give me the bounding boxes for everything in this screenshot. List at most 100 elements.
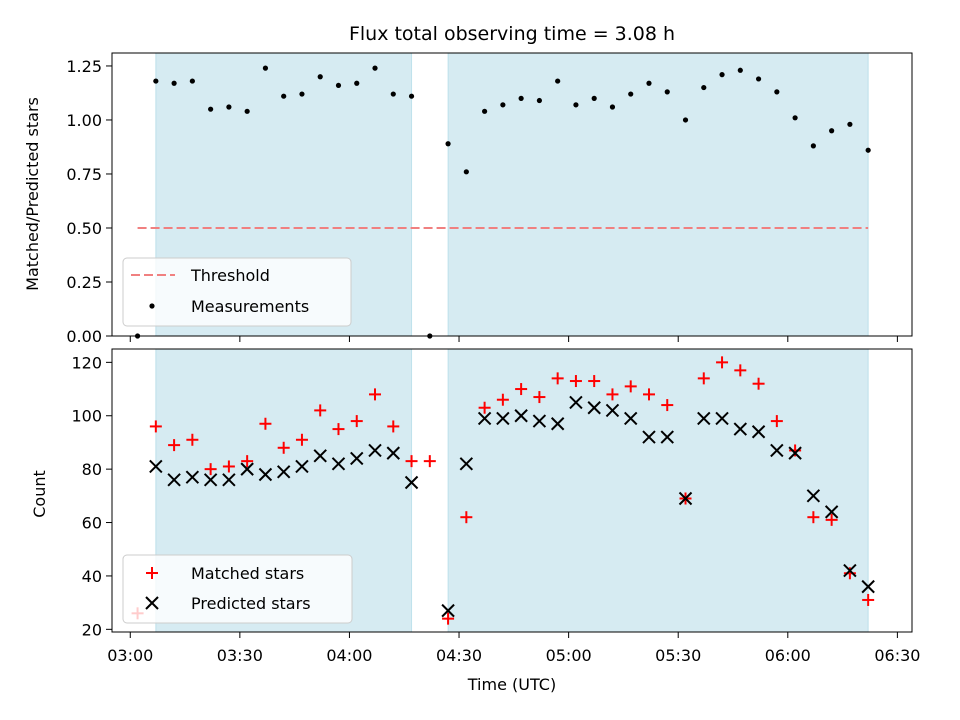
measurement-points <box>134 65 871 339</box>
matched-star-point <box>460 511 473 524</box>
measurement-point <box>518 95 524 101</box>
measurement-point <box>500 102 506 108</box>
y-tick-label: 0.00 <box>66 327 102 346</box>
matched-star-point <box>606 388 619 401</box>
measurement-point <box>573 102 579 108</box>
x-tick-label: 03:30 <box>217 646 263 665</box>
matched-star-point <box>642 388 655 401</box>
measurement-point <box>226 104 232 110</box>
measurement-point <box>810 143 816 149</box>
matched-star-point <box>168 439 181 452</box>
measurement-point <box>445 141 451 147</box>
matched-star-point <box>752 377 765 390</box>
bottom-legend-box <box>122 554 353 624</box>
y-tick-label: 0.25 <box>66 273 102 292</box>
predicted-star-point <box>843 563 857 578</box>
predicted-star-point <box>313 449 327 463</box>
matched-star-point <box>697 372 710 385</box>
predicted-star-point <box>678 491 693 506</box>
predicted-star-point <box>331 457 346 471</box>
shaded-span <box>447 52 869 337</box>
measurement-point <box>408 93 415 99</box>
matched-star-point <box>332 423 345 436</box>
predicted-star-point <box>240 462 254 476</box>
matched-star-point <box>277 441 290 454</box>
matched-star-point <box>204 463 217 476</box>
x-tick-label: 06:00 <box>765 646 811 665</box>
measurement-point <box>646 80 652 86</box>
predicted-star-point <box>806 489 821 503</box>
measurement-point <box>244 108 250 114</box>
measurement-point <box>482 108 488 114</box>
predicted-star-point <box>697 411 711 426</box>
matched-star-point <box>405 455 418 468</box>
matched-star-point <box>222 460 235 473</box>
bottom-y-ticks: 20 40 60 80 100 120 <box>71 353 112 639</box>
y-tick-label: 20 <box>82 620 102 639</box>
top-y-axis-label: Matched/Predicted stars <box>23 97 42 291</box>
measurement-point <box>555 78 561 84</box>
bottom-legend: Matched stars Predicted stars <box>122 554 353 624</box>
measurement-point <box>208 106 214 112</box>
y-tick-label: 40 <box>82 567 102 586</box>
x-tick-label: 05:00 <box>546 646 592 665</box>
chart-title: Flux total observing time = 3.08 h <box>349 23 675 45</box>
measurement-point <box>774 89 780 95</box>
bottom-panel: 20 40 60 80 100 120 03:00 03:30 04:00 04:30 05:00… <box>30 348 920 694</box>
top-legend-box <box>122 257 352 327</box>
predicted-star-point <box>715 411 729 426</box>
predicted-star-point <box>404 475 419 490</box>
y-tick-label: 0.50 <box>66 219 102 238</box>
legend-threshold-label: Threshold <box>190 266 270 285</box>
predicted-star-point <box>258 467 273 482</box>
measurement-point <box>664 89 670 95</box>
predicted-star-point <box>185 470 200 484</box>
measurement-point <box>317 74 323 80</box>
measurement-point <box>335 82 342 89</box>
x-tick-label: 03:00 <box>107 646 153 665</box>
measurement-point <box>171 80 177 86</box>
predicted-star-point <box>587 401 601 415</box>
measurement-point <box>829 128 835 134</box>
matched-star-point <box>551 372 564 385</box>
measurement-point <box>390 91 396 97</box>
measurement-point <box>591 95 597 101</box>
measurement-point <box>536 97 542 104</box>
matched-star-point <box>716 356 729 369</box>
matched-star-point <box>515 383 528 396</box>
x-axis-label: Time (UTC) <box>467 675 556 694</box>
matched-star-point <box>241 455 254 468</box>
predicted-star-point <box>751 425 766 439</box>
predicted-star-point <box>569 395 583 410</box>
matched-star-point <box>369 388 382 401</box>
measurement-point <box>847 121 853 127</box>
top-x-ticks <box>129 336 898 342</box>
predicted-star-point <box>642 430 656 444</box>
measurement-point <box>354 80 360 86</box>
measurement-point <box>153 78 159 84</box>
y-tick-label: 60 <box>82 514 102 533</box>
predicted-star-point <box>386 446 400 460</box>
matched-star-point <box>350 415 363 428</box>
predicted-star-point <box>624 411 638 426</box>
matched-star-point <box>259 417 272 430</box>
measurement-point <box>463 169 469 175</box>
measurement-point <box>682 117 689 123</box>
y-tick-label: 120 <box>71 353 102 372</box>
predicted-star-point <box>788 446 802 460</box>
x-tick-label: 04:00 <box>326 646 372 665</box>
top-panel: 0.00 0.25 0.50 0.75 1.00 1.25 Flux total obse… <box>23 23 913 346</box>
predicted-star-point <box>514 409 528 423</box>
predicted-star-point <box>350 451 364 466</box>
measurement-point <box>865 147 871 153</box>
predicted-star-point <box>496 411 510 426</box>
top-legend: Threshold Measurements <box>122 257 352 327</box>
x-tick-label: 05:30 <box>655 646 701 665</box>
matched-star-point <box>569 375 582 388</box>
measurement-point <box>719 72 725 78</box>
predicted-star-point <box>550 417 565 431</box>
y-tick-label: 0.75 <box>66 165 102 184</box>
predicted-star-point <box>733 422 748 436</box>
measurement-point <box>281 93 287 99</box>
matched-star-point <box>186 433 199 446</box>
